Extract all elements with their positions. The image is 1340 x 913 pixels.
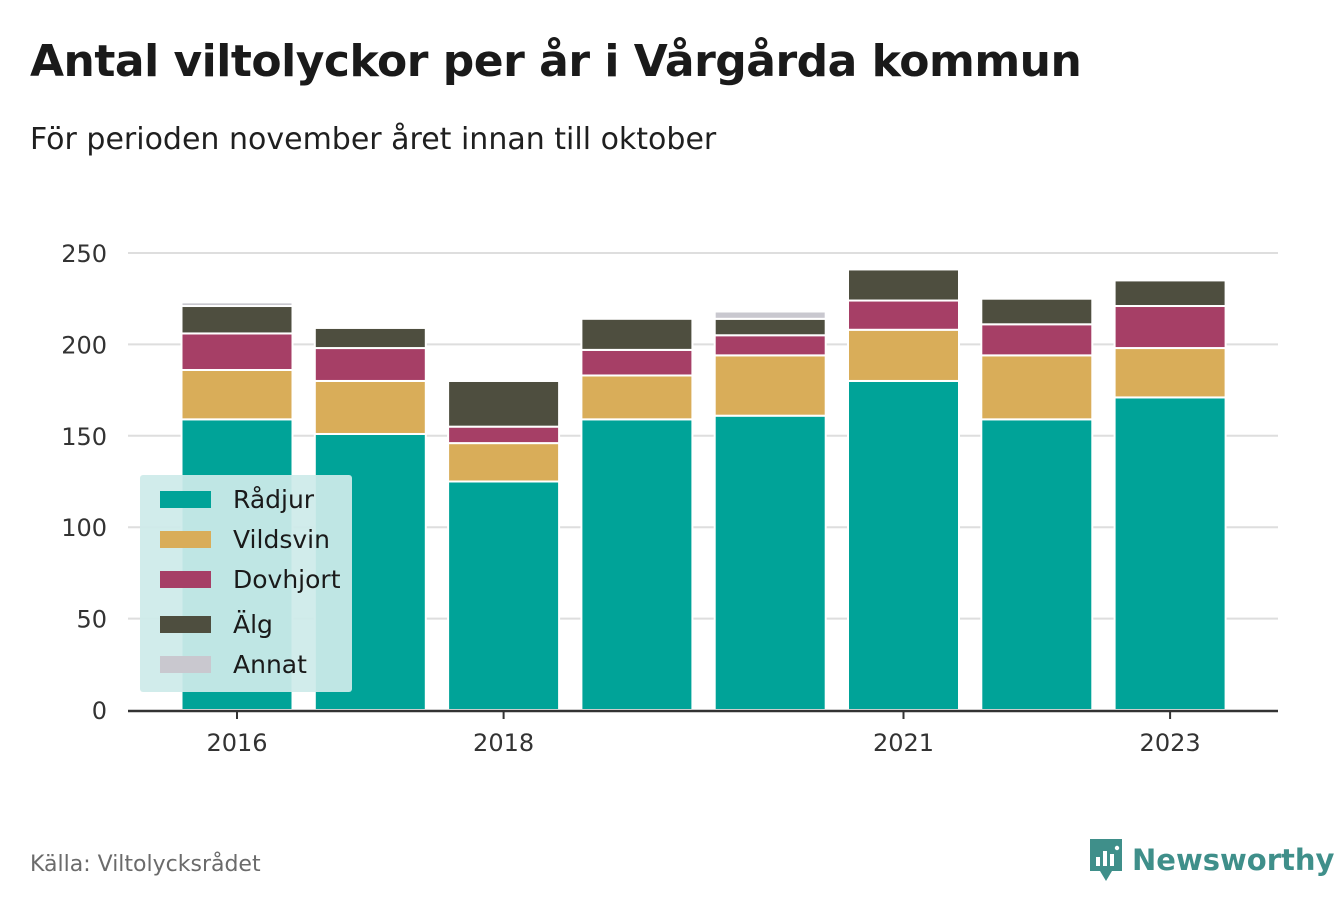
bar-segment-vildsvin-2021 xyxy=(847,328,960,382)
bar-segment-rådjur-2018 xyxy=(447,480,561,711)
legend-label: Vildsvin xyxy=(233,524,330,554)
bar-segment-dovhjort-2023 xyxy=(1113,305,1227,350)
legend-swatch xyxy=(160,615,211,633)
y-tick-label: 50 xyxy=(76,606,107,634)
source-note: Källa: Viltolycksrådet xyxy=(30,852,261,877)
legend-item-älg: Älg xyxy=(160,607,273,641)
x-tick-label: 2016 xyxy=(206,729,267,757)
x-tick-label: 2023 xyxy=(1140,729,1201,757)
bar-segment-älg-2019 xyxy=(580,317,694,351)
bar-segment-älg-2020 xyxy=(713,317,827,337)
bar-segment-rådjur-2020 xyxy=(713,414,827,711)
y-tick-label: 150 xyxy=(61,423,107,451)
chart-legend: Rådjur Vildsvin Dovhjort Älg Annat xyxy=(140,475,352,692)
legend-swatch xyxy=(160,655,211,673)
bar-segment-vildsvin-2023 xyxy=(1113,347,1227,399)
x-tick-label: 2021 xyxy=(873,729,934,757)
legend-item-rådjur: Rådjur xyxy=(160,482,314,516)
bar-segment-dovhjort-2016 xyxy=(180,332,294,371)
bar-segment-vildsvin-2016 xyxy=(180,368,294,421)
legend-label: Älg xyxy=(233,609,273,639)
bar-segment-älg-2018 xyxy=(447,379,561,428)
y-tick-label: 0 xyxy=(92,697,107,725)
bar-segment-annat-2016 xyxy=(180,301,294,308)
bar-segment-annat-2020 xyxy=(713,310,827,320)
y-tick-label: 250 xyxy=(61,240,107,268)
chart-subtitle: För perioden november året innan till ok… xyxy=(30,122,717,157)
bar-segment-vildsvin-2018 xyxy=(447,442,561,483)
bar-segment-vildsvin-2017 xyxy=(313,379,427,435)
brand-name: Newsworthy xyxy=(1132,843,1335,877)
legend-swatch xyxy=(160,490,211,508)
bar-segment-vildsvin-2019 xyxy=(580,374,694,421)
bar-segment-dovhjort-2021 xyxy=(847,299,960,331)
legend-label: Rådjur xyxy=(233,484,315,514)
bar-segment-dovhjort-2019 xyxy=(580,348,694,377)
bar-segment-älg-2022 xyxy=(980,297,1094,326)
bar-segment-rådjur-2022 xyxy=(980,418,1094,711)
bar-segment-rådjur-2023 xyxy=(1113,396,1227,711)
bar-segment-dovhjort-2022 xyxy=(980,323,1094,357)
newsworthy-icon xyxy=(1090,839,1122,881)
bar-segment-rådjur-2019 xyxy=(580,418,694,711)
legend-swatch xyxy=(160,530,211,548)
bar-segment-älg-2017 xyxy=(313,326,427,350)
bar-segment-vildsvin-2020 xyxy=(713,354,827,417)
legend-item-annat: Annat xyxy=(160,647,307,681)
bar-segment-rådjur-2021 xyxy=(847,379,960,711)
chart-title: Antal viltolyckor per år i Vårgårda komm… xyxy=(30,36,1082,87)
legend-item-vildsvin: Vildsvin xyxy=(160,522,330,556)
x-tick-label: 2018 xyxy=(473,729,534,757)
bar-segment-älg-2021 xyxy=(847,268,960,302)
bar-segment-älg-2023 xyxy=(1113,279,1227,308)
legend-label: Annat xyxy=(233,649,307,679)
bar-segment-dovhjort-2017 xyxy=(313,347,427,382)
legend-item-dovhjort: Dovhjort xyxy=(160,562,341,596)
legend-label: Dovhjort xyxy=(233,564,341,594)
bar-segment-dovhjort-2018 xyxy=(447,425,561,445)
bar-segment-annat-2018 xyxy=(447,378,561,382)
y-tick-label: 100 xyxy=(61,514,107,542)
y-tick-label: 200 xyxy=(61,331,107,359)
bar-segment-älg-2016 xyxy=(180,305,294,335)
bar-segment-vildsvin-2022 xyxy=(980,354,1094,421)
legend-swatch xyxy=(160,570,211,588)
bar-segment-dovhjort-2020 xyxy=(713,334,827,357)
brand-logo: Newsworthy xyxy=(1088,838,1334,882)
